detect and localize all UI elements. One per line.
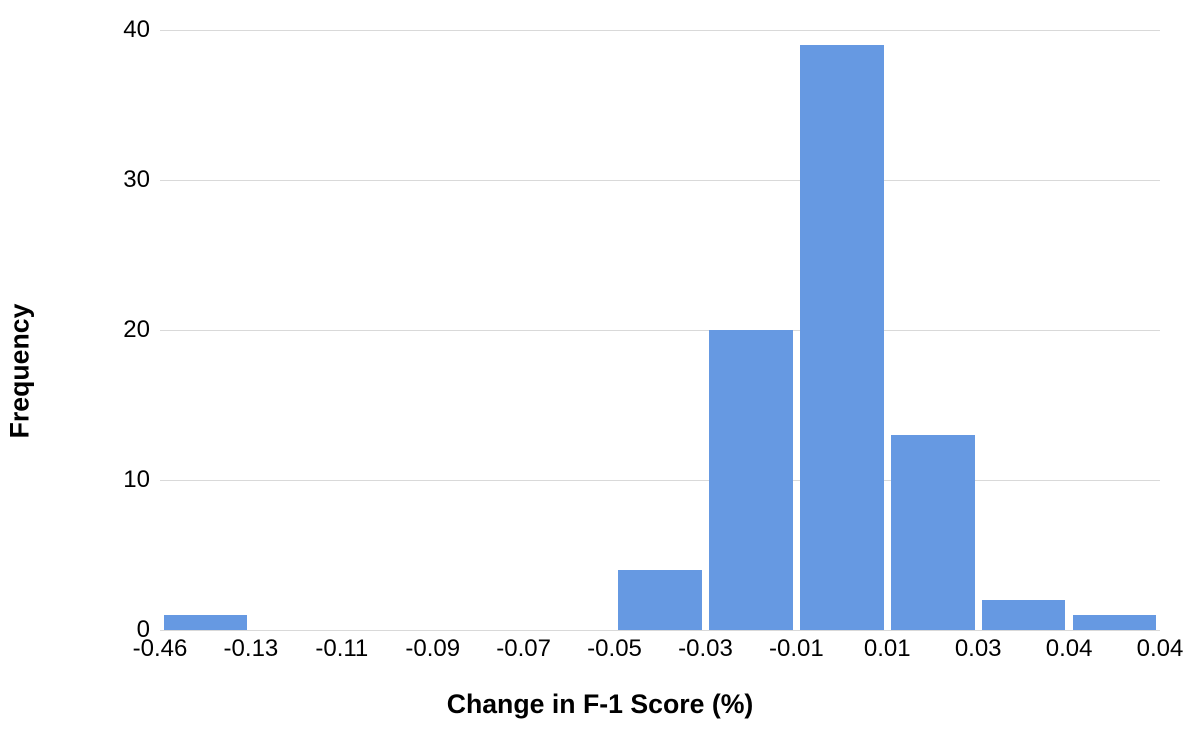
histogram-bar [891,435,975,630]
y-tick-label: 40 [105,16,150,44]
x-tick-label: -0.13 [224,635,279,663]
histogram-bar [1073,615,1157,630]
y-tick-label: 10 [105,466,150,494]
x-tick-label: 0.04 [1137,635,1184,663]
gridline [160,30,1160,31]
x-tick-label: -0.09 [405,635,460,663]
x-tick-label: 0.01 [864,635,911,663]
histogram-bar [164,615,248,630]
histogram-bar [982,600,1066,630]
histogram-bar [800,45,884,630]
x-tick-label: 0.04 [1046,635,1093,663]
gridline [160,480,1160,481]
x-tick-label: -0.03 [678,635,733,663]
x-tick-label: -0.11 [315,635,368,663]
x-tick-label: -0.05 [587,635,642,663]
y-axis-label: Frequency [5,304,36,439]
gridline [160,330,1160,331]
x-axis-label: Change in F-1 Score (%) [0,689,1200,720]
x-tick-label: -0.01 [769,635,824,663]
histogram-bar [618,570,702,630]
gridline [160,630,1160,631]
y-tick-label: 30 [105,166,150,194]
histogram-bar [709,330,793,630]
plot-area: -0.46-0.13-0.11-0.09-0.07-0.05-0.03-0.01… [160,30,1160,630]
x-tick-label: 0.03 [955,635,1002,663]
y-tick-label: 20 [105,316,150,344]
histogram-chart: Frequency Change in F-1 Score (%) -0.46-… [0,0,1200,742]
y-tick-label: 0 [105,616,150,644]
gridline [160,180,1160,181]
x-tick-label: -0.07 [496,635,551,663]
